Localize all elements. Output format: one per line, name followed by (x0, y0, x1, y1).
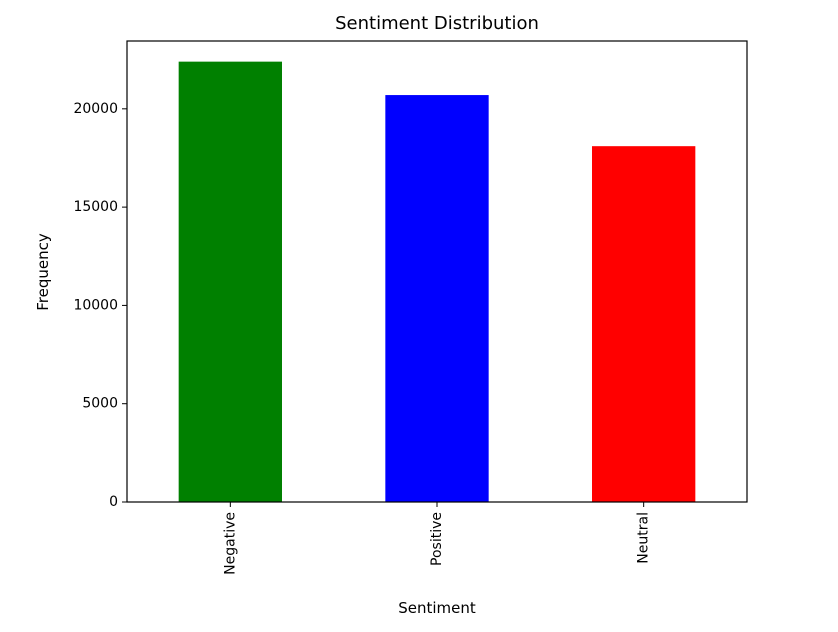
y-tick-label: 20000 (73, 101, 118, 117)
x-axis-label: Sentiment (398, 599, 476, 617)
x-tick-label: Positive (429, 512, 445, 566)
bar-neutral (592, 146, 696, 502)
y-axis-label: Frequency (34, 233, 52, 311)
x-tick-label: Negative (222, 512, 238, 575)
y-tick-label: 15000 (73, 199, 118, 215)
y-axis-ticks: 0 5000 10000 15000 20000 (73, 101, 127, 510)
bars-layer (178, 61, 696, 503)
bar-positive (385, 95, 489, 503)
y-tick-label: 5000 (82, 396, 118, 412)
x-axis-ticks: Negative Positive Neutral (222, 502, 652, 575)
x-tick-label: Neutral (636, 512, 652, 564)
chart-title: Sentiment Distribution (335, 13, 539, 34)
y-tick-label: 10000 (73, 297, 118, 313)
y-tick-label: 0 (109, 494, 118, 510)
bar-negative (178, 61, 282, 503)
